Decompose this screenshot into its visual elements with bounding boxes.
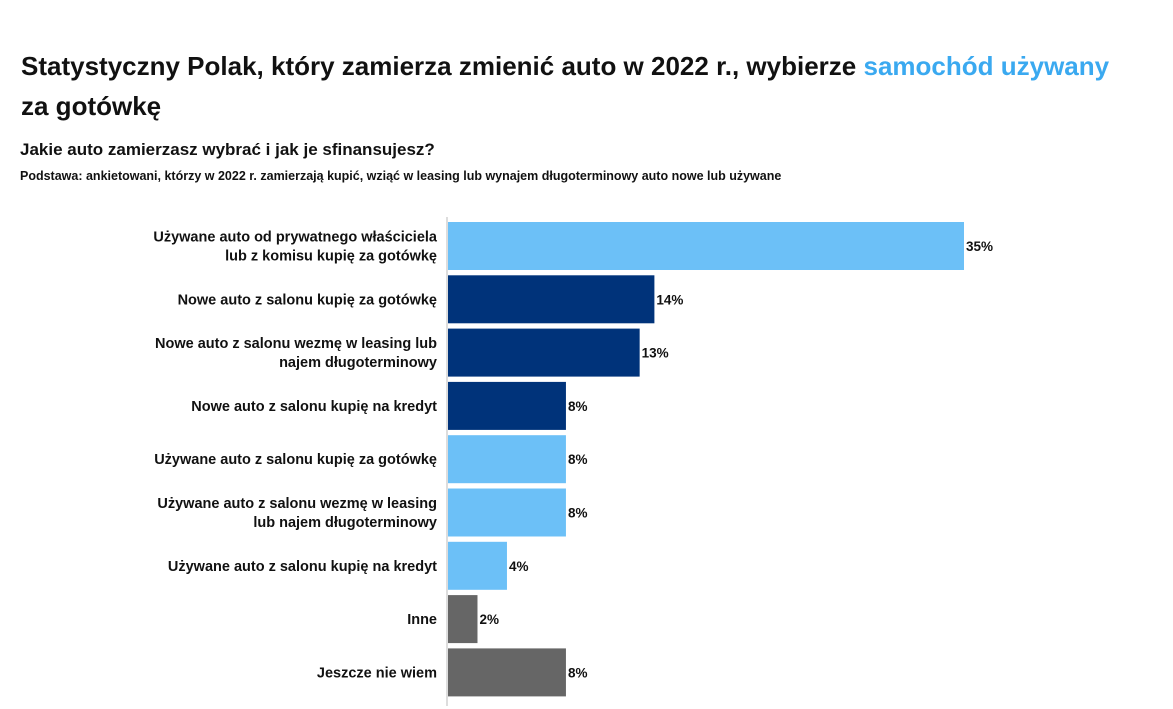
category-label: Jeszcze nie wiem bbox=[317, 665, 437, 681]
title-text-part1: Statystyczny Polak, który zamierza zmien… bbox=[21, 51, 864, 81]
chart-title: Statystyczny Polak, który zamierza zmien… bbox=[21, 46, 1141, 126]
bar bbox=[448, 435, 566, 484]
data-label: 8% bbox=[568, 506, 588, 521]
bar bbox=[448, 328, 640, 377]
bar bbox=[448, 275, 655, 324]
data-label: 8% bbox=[568, 399, 588, 414]
survey-base-note: Podstawa: ankietowani, którzy w 2022 r. … bbox=[20, 169, 782, 183]
bar bbox=[448, 541, 507, 590]
category-label: Używane auto z salonu kupię za gotówkę bbox=[154, 452, 437, 468]
category-label: Używane auto od prywatnego właściciela lu… bbox=[153, 230, 438, 265]
data-label: 14% bbox=[656, 292, 683, 307]
category-label: Inne bbox=[407, 612, 437, 628]
title-highlight: samochód używany bbox=[863, 51, 1110, 81]
category-label: Nowe auto z salonu kupię za gotówkę bbox=[178, 292, 437, 308]
bar bbox=[448, 488, 566, 537]
title-text-part2: za gotówkę bbox=[21, 91, 162, 121]
data-label: 8% bbox=[568, 452, 588, 467]
category-label: Nowe auto z salonu wezmę w leasing lub na… bbox=[155, 336, 437, 371]
data-label: 4% bbox=[509, 559, 529, 574]
category-label: Używane auto z salonu kupię na kredyt bbox=[168, 559, 437, 575]
category-label: Używane auto z salonu wezmę w leasing lub… bbox=[157, 496, 437, 531]
data-label: 35% bbox=[966, 239, 993, 254]
data-label: 2% bbox=[479, 612, 499, 627]
bar bbox=[448, 381, 566, 430]
chart-subtitle: Jakie auto zamierzasz wybrać i jak je sf… bbox=[20, 140, 435, 159]
data-label: 13% bbox=[642, 346, 669, 361]
bar bbox=[448, 222, 964, 270]
bar bbox=[448, 595, 478, 644]
category-label: Nowe auto z salonu kupię na kredyt bbox=[191, 399, 437, 415]
data-label: 8% bbox=[568, 665, 588, 680]
bar bbox=[448, 648, 566, 697]
